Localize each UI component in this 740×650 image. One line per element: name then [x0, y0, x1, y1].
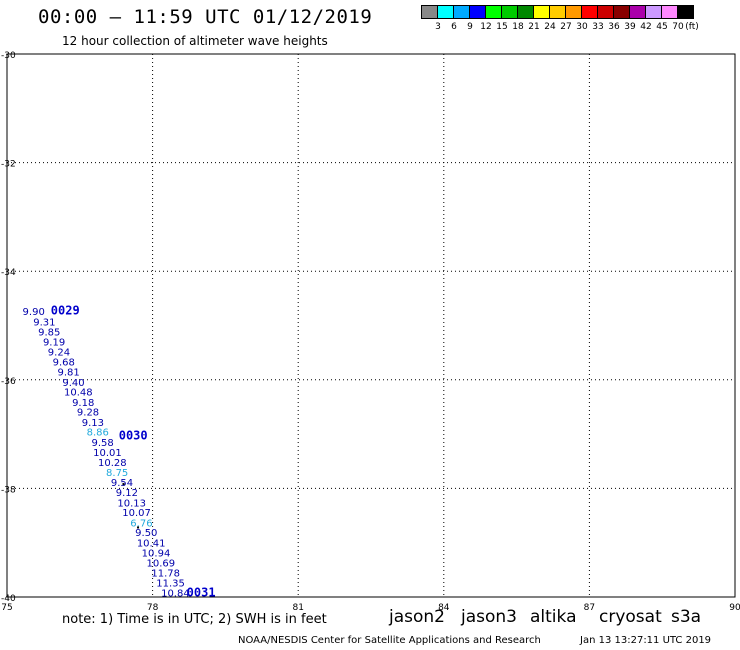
- swh-value: 9.85: [38, 327, 60, 338]
- track-marker: [122, 483, 125, 486]
- swh-value: 10.48: [64, 388, 93, 399]
- swh-value: 6.76: [130, 518, 152, 529]
- swh-value: 10.07: [122, 508, 151, 519]
- lat-tick-label: -38: [1, 485, 16, 495]
- scale-label: 70: [672, 22, 684, 32]
- swh-value: 9.28: [77, 408, 99, 419]
- swh-value: 8.75: [106, 468, 128, 479]
- swh-value: 9.54: [111, 478, 133, 489]
- swh-value: 9.90: [23, 307, 45, 318]
- swh-value: 10.69: [147, 559, 176, 570]
- scale-label: 12: [480, 22, 492, 32]
- map-subtitle: 12 hour collection of altimeter wave hei…: [62, 34, 328, 48]
- swh-value: 10.94: [142, 548, 171, 559]
- map-title: 00:00 – 11:59 UTC 01/12/2019: [38, 6, 373, 28]
- swh-value: 10.84: [161, 588, 190, 599]
- swh-value: 10.13: [117, 498, 146, 509]
- scale-label: 36: [608, 22, 620, 32]
- map-frame: [6, 53, 736, 598]
- scale-label: 33: [592, 22, 604, 32]
- swh-value: 9.40: [62, 378, 84, 389]
- track-marker: [137, 526, 140, 529]
- swh-value: 9.12: [116, 488, 138, 499]
- lon-tick-label: 90: [729, 603, 740, 613]
- scale-label: 27: [560, 22, 572, 32]
- pass-time-label: 0029: [51, 304, 80, 318]
- swh-value: 10.28: [98, 458, 127, 469]
- scale-label: 30: [576, 22, 588, 32]
- pass-time-label: 0031: [187, 585, 216, 599]
- scale-label: 18: [512, 22, 524, 32]
- color-scale-bar: [421, 5, 694, 19]
- scale-swatch: [677, 5, 694, 19]
- lat-tick-label: -40: [1, 594, 16, 604]
- scale-label: 15: [496, 22, 508, 32]
- legend-cryosat: cryosat: [599, 607, 662, 627]
- swh-value: 9.31: [33, 318, 55, 329]
- swh-value: 9.81: [58, 367, 80, 378]
- swh-value: 10.01: [93, 448, 122, 459]
- lon-tick-label: 78: [147, 603, 159, 613]
- swh-value: 11.78: [151, 568, 180, 579]
- swh-value: 9.13: [82, 418, 104, 429]
- swh-value: 9.24: [48, 347, 70, 358]
- lat-tick-label: -34: [1, 268, 16, 278]
- lon-tick-label: 81: [292, 603, 303, 613]
- swh-value: 11.35: [156, 579, 185, 590]
- lat-tick-label: -30: [1, 51, 16, 61]
- swh-value: 9.58: [91, 438, 113, 449]
- scale-label: 39: [624, 22, 636, 32]
- scale-label: 24: [544, 22, 556, 32]
- scale-label: 21: [528, 22, 540, 32]
- swh-value: 9.50: [135, 528, 157, 539]
- legend-jason3: jason3: [461, 607, 517, 627]
- credit-text: NOAA/NESDIS Center for Satellite Applica…: [238, 635, 541, 646]
- swh-value: 8.86: [87, 428, 109, 439]
- lat-tick-label: -36: [1, 377, 16, 387]
- legend-altika: altika: [530, 607, 577, 627]
- swh-value: 9.18: [72, 398, 94, 409]
- scale-label: 45: [656, 22, 668, 32]
- lat-tick-label: -32: [1, 160, 16, 170]
- scale-label: 3: [435, 22, 441, 32]
- legend-jason2: jason2: [389, 607, 445, 627]
- swh-value: 9.19: [43, 338, 65, 349]
- scale-label: 9: [467, 22, 473, 32]
- generated-timestamp: Jan 13 13:27:11 UTC 2019: [580, 635, 712, 646]
- color-scale-labels: 3 6 9 12 15 18 21 24 27 30 33 36 39 42 45 70 (ft): [422, 22, 732, 34]
- lon-tick-label: 75: [1, 603, 12, 613]
- scale-label: 6: [451, 22, 457, 32]
- footer-note: note: 1) Time is in UTC; 2) SWH is in fe…: [62, 612, 327, 627]
- swh-value: 10.41: [137, 539, 166, 550]
- pass-time-label: 0030: [119, 429, 148, 443]
- scale-label: 42: [640, 22, 652, 32]
- legend-s3a: s3a: [671, 607, 702, 627]
- lon-tick-label: 87: [584, 603, 595, 613]
- swh-value: 9.68: [53, 358, 75, 369]
- lon-tick-label: 84: [438, 603, 450, 613]
- scale-unit: (ft): [685, 22, 699, 32]
